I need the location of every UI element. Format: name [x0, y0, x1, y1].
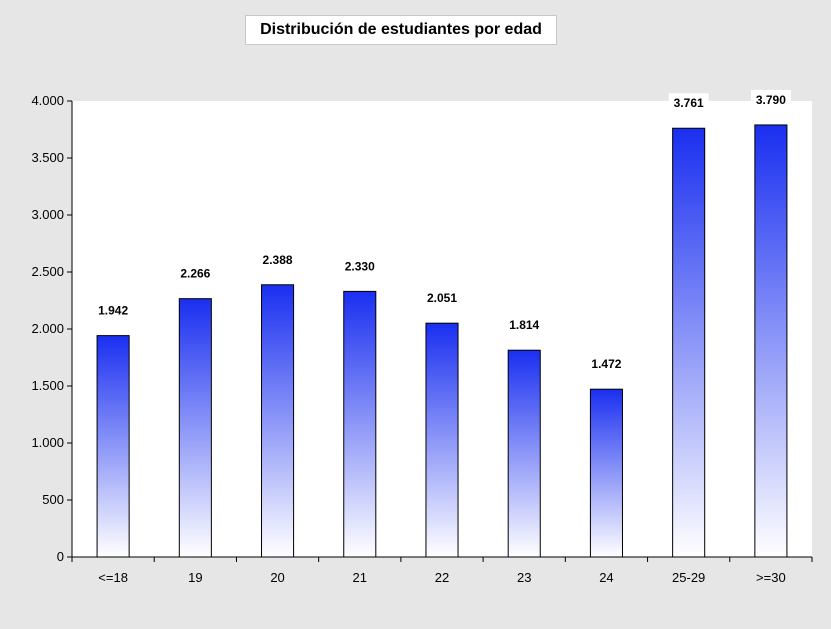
x-tick-label: 25-29 [672, 570, 705, 585]
bar [672, 127, 706, 558]
x-tick-label: 22 [435, 570, 449, 585]
bar [178, 298, 212, 558]
data-label: 1.942 [98, 304, 128, 318]
data-label: 2.330 [345, 259, 375, 273]
x-tick-label: <=18 [98, 570, 128, 585]
data-label: 3.761 [674, 96, 704, 110]
x-tick-label: 21 [353, 570, 367, 585]
data-label: 1.472 [591, 357, 621, 371]
y-tick-label: 2.500 [31, 264, 64, 279]
data-label: 2.051 [427, 291, 457, 305]
data-label-box [504, 315, 545, 336]
data-label-box [750, 89, 791, 110]
data-label: 2.388 [263, 253, 293, 267]
data-label-box [668, 93, 709, 114]
bars-group [96, 124, 788, 558]
x-tick-label: 24 [599, 570, 613, 585]
y-tick-label: 0 [57, 549, 64, 564]
x-tick-label: >=30 [756, 570, 786, 585]
bar [507, 349, 541, 558]
data-label-box [175, 263, 216, 284]
data-label: 2.266 [180, 267, 210, 281]
data-label-box [422, 288, 462, 309]
bar [343, 290, 377, 558]
x-tick-label: 20 [270, 570, 284, 585]
data-labels-group: 1.942 2.266 2.388 2.330 2.051 1.814 1.472 3.761… [93, 89, 791, 375]
bar [261, 284, 295, 558]
y-tick-label: 4.000 [31, 93, 64, 108]
bar [589, 388, 623, 558]
data-label: 1.814 [509, 318, 539, 332]
x-tick-label: 19 [188, 570, 202, 585]
bar [754, 124, 788, 558]
x-axis: <=18 19 20 21 22 23 24 25-29 >=30 [71, 556, 813, 585]
bar [425, 322, 459, 558]
data-label-box [586, 354, 627, 375]
chart-title: Distribución de estudiantes por edad [245, 15, 557, 45]
data-label-box [257, 249, 298, 270]
y-tick-label: 2.000 [31, 321, 64, 336]
data-label-box [93, 300, 134, 321]
x-tick-label: 23 [517, 570, 531, 585]
data-label-box [339, 256, 380, 277]
data-label: 3.790 [756, 93, 786, 107]
y-tick-label: 1.500 [31, 378, 64, 393]
y-tick-label: 3.500 [31, 150, 64, 165]
y-tick-label: 1.000 [31, 435, 64, 450]
bar [96, 335, 130, 558]
y-axis: 0 500 1.000 1.500 2.000 2.500 3.000 3.500 4.000 [31, 93, 73, 564]
y-tick-label: 3.000 [31, 207, 64, 222]
y-tick-label: 500 [42, 492, 64, 507]
